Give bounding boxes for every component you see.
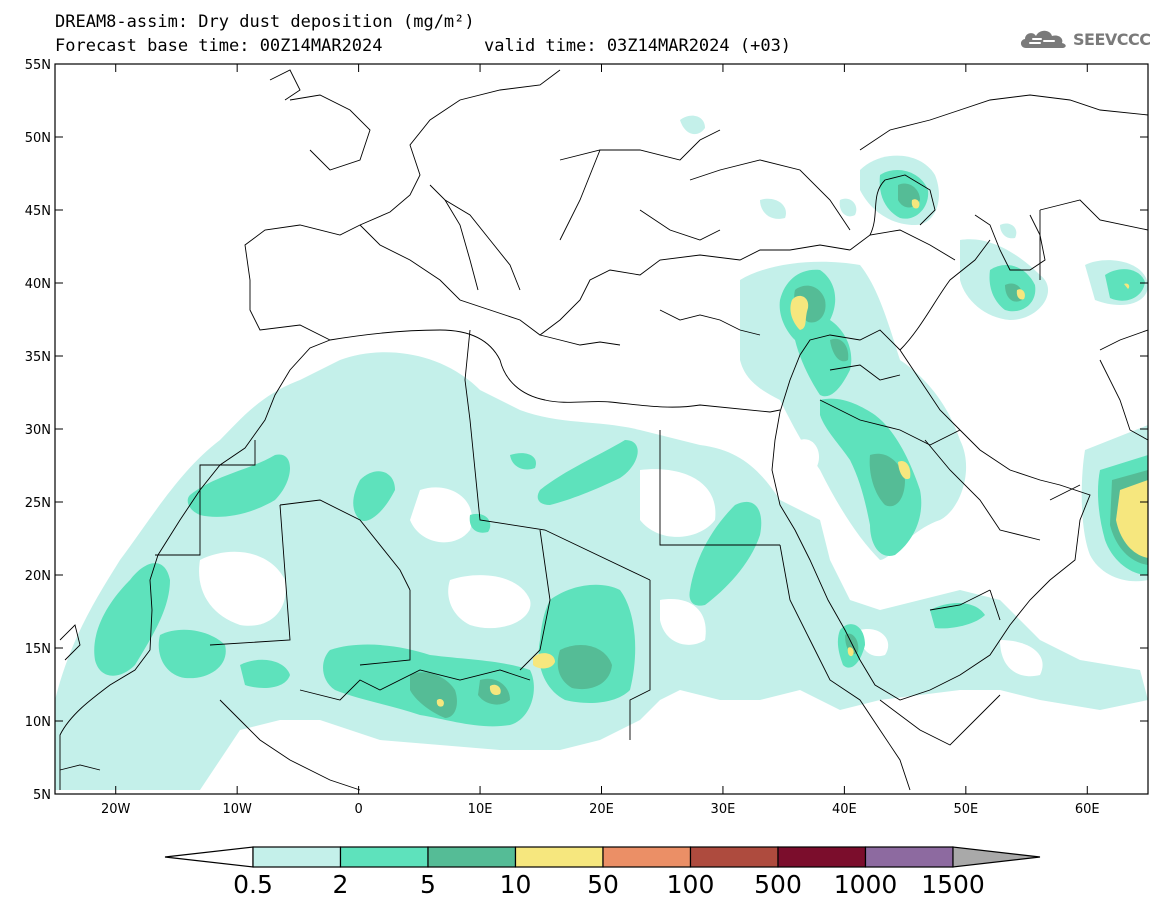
lon-tick-label: 40E bbox=[832, 802, 857, 817]
lon-tick-label: 10E bbox=[468, 802, 493, 817]
coastlines-borders bbox=[59, 69, 1148, 791]
logo-text: SEEVCCC bbox=[1073, 29, 1151, 49]
lat-tick-label: 10N bbox=[25, 715, 51, 730]
colorbar-underflow-arrow bbox=[164, 846, 254, 868]
lon-tick-label: 20E bbox=[589, 802, 614, 817]
forecast-base-time: Forecast base time: 00Z14MAR2024 bbox=[55, 36, 383, 56]
colorbar-label: 500 bbox=[754, 870, 802, 899]
lon-tick-label: 50E bbox=[953, 802, 978, 817]
colorbar-swatch bbox=[777, 846, 867, 868]
colorbar-label: 0.5 bbox=[233, 870, 273, 899]
colorbar-swatch bbox=[514, 846, 604, 868]
lat-tick-label: 50N bbox=[25, 131, 51, 146]
colorbar-overflow-arrow bbox=[952, 846, 1041, 868]
lon-tick-label: 60E bbox=[1075, 802, 1100, 817]
lon-tick-label: 10W bbox=[222, 802, 252, 817]
valid-time: valid time: 03Z14MAR2024 (+03) bbox=[484, 36, 792, 56]
lat-tick-label: 55N bbox=[25, 58, 51, 73]
lat-tick-label: 25N bbox=[25, 496, 51, 511]
colorbar-swatch bbox=[427, 846, 517, 868]
colorbar-swatch bbox=[339, 846, 429, 868]
colorbar-legend: 0.5 2 5 10 50 100 500 1000 1500 bbox=[164, 846, 1041, 899]
map-title: DREAM8-assim: Dry dust deposition (mg/m²… bbox=[55, 12, 475, 32]
colorbar-swatch bbox=[864, 846, 954, 868]
lon-tick-label: 0 bbox=[354, 802, 362, 817]
colorbar-label: 1500 bbox=[921, 870, 985, 899]
lon-tick-label: 20W bbox=[101, 802, 131, 817]
map-axes: 55N 50N 45N 40N 35N 30N 25N 20N 15N 10N 5N 20W 10W 0 1… bbox=[25, 58, 1148, 817]
lat-tick-label: 15N bbox=[25, 642, 51, 657]
colorbar-label: 50 bbox=[587, 870, 619, 899]
contour-level-10 bbox=[436, 199, 1148, 707]
lat-tick-label: 45N bbox=[25, 204, 51, 219]
colorbar-label: 1000 bbox=[834, 870, 898, 899]
dust-deposition-contours bbox=[55, 115, 1148, 790]
colorbar-label: 100 bbox=[667, 870, 715, 899]
lat-tick-label: 30N bbox=[25, 423, 51, 438]
lat-tick-label: 5N bbox=[33, 788, 51, 803]
colorbar-swatch bbox=[252, 846, 342, 868]
lat-tick-label: 35N bbox=[25, 350, 51, 365]
colorbar-label: 5 bbox=[420, 870, 436, 899]
colorbar-label: 10 bbox=[500, 870, 532, 899]
seevccc-logo: SEEVCCC bbox=[1018, 26, 1151, 52]
colorbar-label: 2 bbox=[333, 870, 349, 899]
lat-tick-label: 40N bbox=[25, 277, 51, 292]
contour-gaps bbox=[199, 439, 1043, 677]
cloud-icon bbox=[1020, 30, 1066, 48]
colorbar-swatch bbox=[602, 846, 692, 868]
colorbar-swatch bbox=[689, 846, 779, 868]
lat-tick-label: 20N bbox=[25, 569, 51, 584]
lon-tick-label: 30E bbox=[711, 802, 736, 817]
